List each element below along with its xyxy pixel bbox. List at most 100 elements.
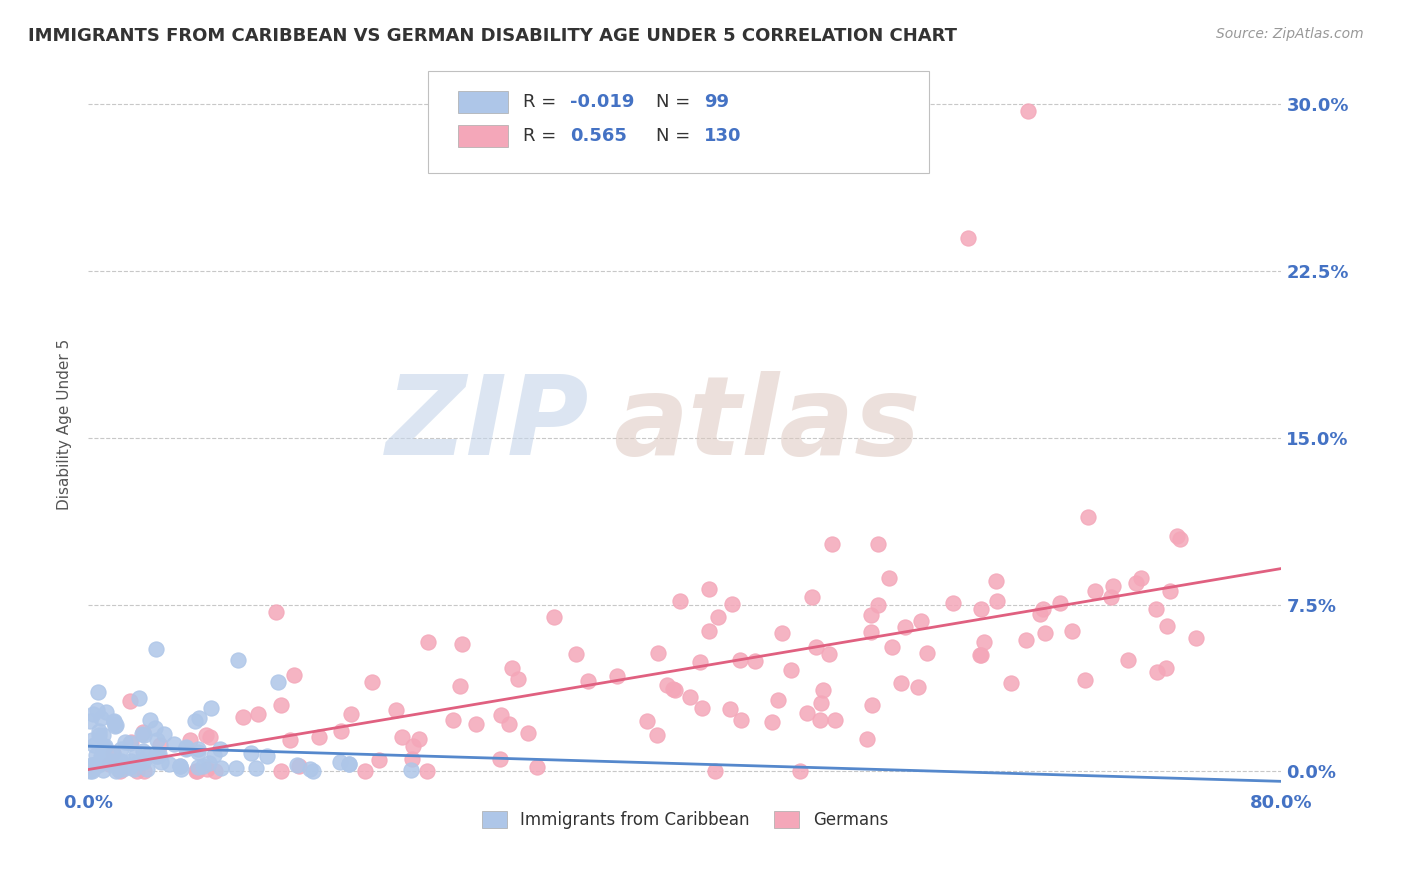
Point: [818, 647, 841, 661]
Point: [82, 758, 104, 772]
Point: [86, 703, 108, 717]
Point: [91, 742, 114, 756]
Point: [1033, 625, 1056, 640]
Point: [339, 707, 361, 722]
Point: [416, 635, 439, 649]
Text: 130: 130: [704, 128, 741, 145]
Point: [1029, 607, 1052, 622]
Point: [132, 725, 155, 739]
Point: [1166, 529, 1188, 543]
Point: [1099, 590, 1122, 604]
Point: [893, 620, 915, 634]
Point: [114, 735, 136, 749]
Point: [973, 635, 995, 649]
Point: [1130, 571, 1153, 585]
Point: [449, 679, 471, 693]
Point: [153, 726, 176, 740]
Point: [204, 764, 226, 779]
Point: [245, 761, 267, 775]
Point: [283, 668, 305, 682]
Point: [200, 700, 222, 714]
Point: [87, 685, 110, 699]
Point: [636, 714, 658, 728]
Point: [416, 764, 439, 779]
Point: [576, 673, 599, 688]
Text: 99: 99: [704, 93, 728, 111]
Point: [718, 702, 741, 716]
Point: [678, 690, 700, 705]
Point: [706, 610, 728, 624]
Point: [79, 714, 101, 728]
Point: [80, 764, 103, 779]
Point: [301, 764, 323, 778]
Point: [125, 747, 148, 762]
Point: [730, 714, 752, 728]
Point: [264, 605, 287, 619]
Point: [877, 571, 900, 585]
Point: [391, 731, 413, 745]
Point: [744, 654, 766, 668]
Point: [82, 759, 104, 773]
Point: [664, 683, 686, 698]
Point: [645, 727, 668, 741]
Point: [517, 726, 540, 740]
Point: [1017, 103, 1039, 118]
Point: [880, 640, 903, 655]
Point: [208, 742, 231, 756]
Point: [267, 675, 290, 690]
Point: [112, 762, 135, 776]
Point: [163, 738, 186, 752]
Point: [93, 764, 115, 778]
Text: R =: R =: [523, 128, 561, 145]
Point: [83, 760, 105, 774]
Point: [232, 710, 254, 724]
Point: [506, 672, 529, 686]
Point: [689, 655, 711, 669]
Point: [697, 624, 720, 638]
Point: [868, 537, 890, 551]
Point: [169, 758, 191, 772]
Point: [93, 739, 115, 754]
Point: [132, 743, 155, 757]
Point: [270, 764, 292, 779]
Point: [1060, 624, 1083, 638]
Point: [606, 669, 628, 683]
FancyBboxPatch shape: [429, 70, 929, 173]
Point: [132, 728, 155, 742]
Point: [134, 764, 156, 779]
Point: [970, 648, 993, 662]
Point: [1077, 509, 1099, 524]
Point: [146, 748, 169, 763]
Point: [970, 602, 993, 616]
Point: [138, 713, 160, 727]
Point: [804, 640, 827, 654]
Point: [328, 756, 350, 770]
Text: 0.565: 0.565: [571, 128, 627, 145]
Point: [402, 739, 425, 754]
Point: [662, 682, 685, 697]
Point: [779, 664, 801, 678]
Legend: Immigrants from Caribbean, Germans: Immigrants from Caribbean, Germans: [475, 804, 894, 836]
Point: [104, 756, 127, 770]
Point: [278, 733, 301, 747]
Point: [1102, 579, 1125, 593]
Point: [107, 758, 129, 772]
Point: [145, 642, 167, 657]
Point: [647, 646, 669, 660]
Point: [111, 756, 134, 770]
Point: [441, 714, 464, 728]
Point: [148, 747, 170, 761]
Point: [361, 675, 384, 690]
Point: [1116, 653, 1139, 667]
Point: [195, 762, 218, 776]
Point: [186, 764, 208, 779]
Point: [122, 762, 145, 776]
Point: [91, 752, 114, 766]
Point: [1159, 583, 1181, 598]
Point: [866, 599, 889, 613]
Point: [104, 717, 127, 731]
Point: [100, 754, 122, 768]
Point: [143, 721, 166, 735]
Point: [107, 757, 129, 772]
Point: [810, 696, 832, 710]
